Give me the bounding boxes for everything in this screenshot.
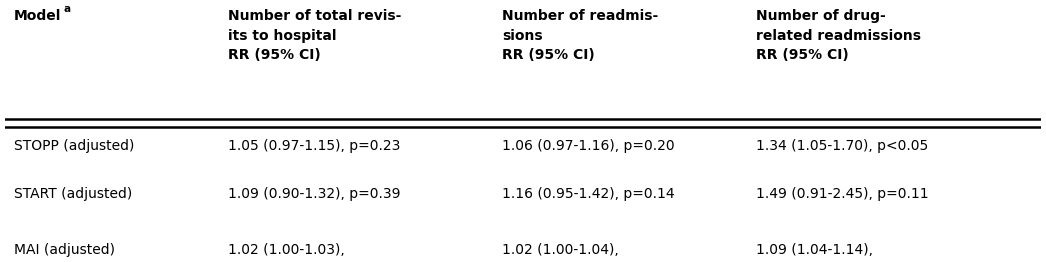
Text: 1.49 (0.91-2.45), p=0.11: 1.49 (0.91-2.45), p=0.11 xyxy=(756,187,929,201)
Text: START (adjusted): START (adjusted) xyxy=(14,187,132,201)
Text: a: a xyxy=(63,4,70,14)
Text: MAI (adjusted): MAI (adjusted) xyxy=(14,243,114,256)
Text: Number of drug-
related readmissions
RR (95% CI): Number of drug- related readmissions RR … xyxy=(756,9,920,62)
Text: 1.16 (0.95-1.42), p=0.14: 1.16 (0.95-1.42), p=0.14 xyxy=(502,187,675,201)
Text: 1.02 (1.00-1.03),
p=0.058: 1.02 (1.00-1.03), p=0.058 xyxy=(228,243,344,262)
Text: 1.09 (1.04-1.14),
p<0.001: 1.09 (1.04-1.14), p<0.001 xyxy=(756,243,873,262)
Text: 1.09 (0.90-1.32), p=0.39: 1.09 (0.90-1.32), p=0.39 xyxy=(228,187,401,201)
Text: Number of total revis-
its to hospital
RR (95% CI): Number of total revis- its to hospital R… xyxy=(228,9,402,62)
Text: Model: Model xyxy=(14,9,61,23)
Text: STOPP (adjusted): STOPP (adjusted) xyxy=(14,139,134,153)
Text: Number of readmis-
sions
RR (95% CI): Number of readmis- sions RR (95% CI) xyxy=(502,9,659,62)
Text: 1.06 (0.97-1.16), p=0.20: 1.06 (0.97-1.16), p=0.20 xyxy=(502,139,675,153)
Text: 1.05 (0.97-1.15), p=0.23: 1.05 (0.97-1.15), p=0.23 xyxy=(228,139,401,153)
Text: 1.02 (1.00-1.04),
p=0.060: 1.02 (1.00-1.04), p=0.060 xyxy=(502,243,619,262)
Text: 1.34 (1.05-1.70), p<0.05: 1.34 (1.05-1.70), p<0.05 xyxy=(756,139,928,153)
